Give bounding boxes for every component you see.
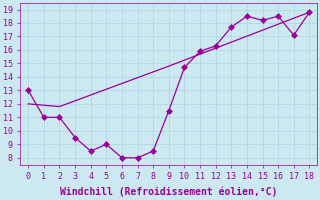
X-axis label: Windchill (Refroidissement éolien,°C): Windchill (Refroidissement éolien,°C) xyxy=(60,187,277,197)
